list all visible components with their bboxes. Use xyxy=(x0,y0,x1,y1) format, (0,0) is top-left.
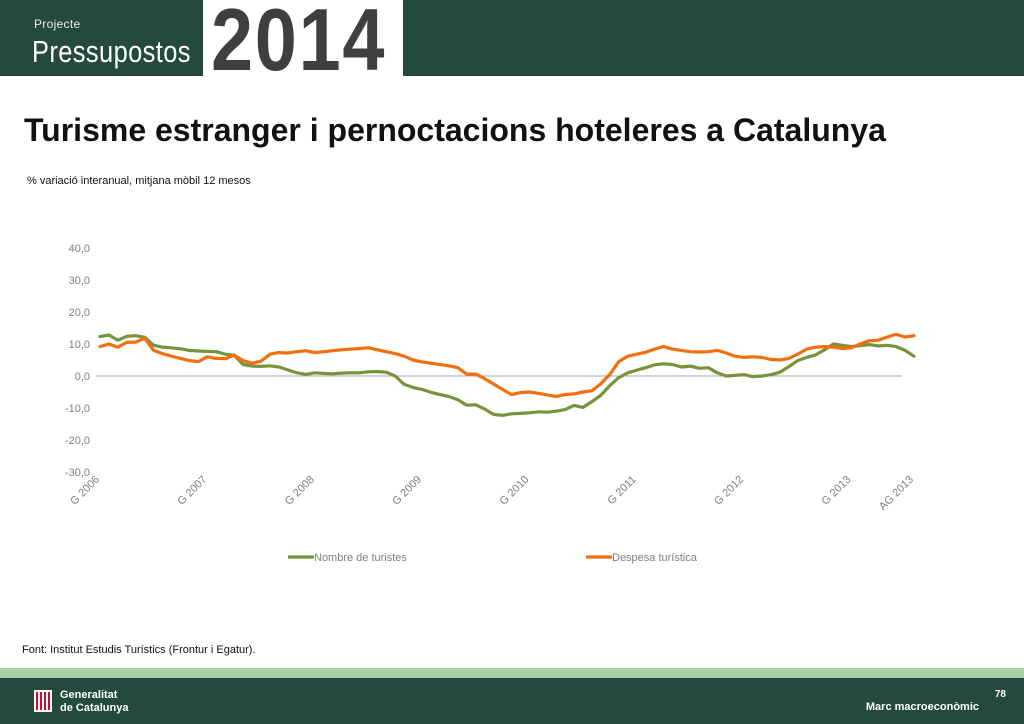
header-bar: Projecte Pressupostos xyxy=(0,0,1024,76)
x-tick-label: G 2007 xyxy=(175,474,209,508)
y-tick-label: -10,0 xyxy=(65,403,90,415)
y-tick-label: -20,0 xyxy=(65,435,90,447)
footer-strip xyxy=(0,668,1024,678)
x-tick-label: G 2012 xyxy=(712,474,746,508)
y-tick-label: 30,0 xyxy=(69,275,90,287)
chart-subtitle: % variació interanual, mitjana mòbil 12 … xyxy=(27,175,251,187)
page-title: Turisme estranger i pernoctacions hotele… xyxy=(24,112,886,148)
y-tick-label: 20,0 xyxy=(69,307,90,319)
org-name-line2: de Catalunya xyxy=(60,702,129,714)
line-chart: 40,030,020,010,00,0-10,0-20,0-30,0G 2006… xyxy=(65,243,916,564)
org-name-line1: Generalitat xyxy=(60,689,118,701)
header-year: 2014 xyxy=(211,0,387,89)
section-name: Marc macroeconòmic xyxy=(865,701,979,713)
series-line-2 xyxy=(98,332,916,399)
year-box: 2014 xyxy=(203,0,403,84)
x-tick-label: G 2013 xyxy=(819,474,853,508)
header-brand: Pressupostos xyxy=(32,34,191,69)
series-line-1 xyxy=(98,333,916,417)
x-tick-label: G 2009 xyxy=(390,474,424,508)
y-tick-label: -30,0 xyxy=(65,467,90,479)
source-note: Font: Institut Estudis Turístics (Frontu… xyxy=(22,644,256,656)
y-tick-label: 40,0 xyxy=(69,243,90,255)
y-tick-label: 10,0 xyxy=(69,339,90,351)
org-name: Generalitat de Catalunya xyxy=(60,689,128,715)
page-number: 78 xyxy=(994,689,1006,700)
y-tick-label: 0,0 xyxy=(75,371,90,383)
legend-label: Despesa turística xyxy=(612,552,698,564)
legend-label: Nombre de turistes xyxy=(314,552,407,564)
footer-bar xyxy=(0,678,1024,724)
x-tick-label: G 2008 xyxy=(283,474,317,508)
header-supertitle: Projecte xyxy=(34,17,81,31)
x-tick-label: AG 2013 xyxy=(877,474,916,513)
x-tick-label: G 2010 xyxy=(497,474,531,508)
x-tick-label: G 2011 xyxy=(605,474,638,507)
generalitat-logo-icon xyxy=(34,690,52,712)
